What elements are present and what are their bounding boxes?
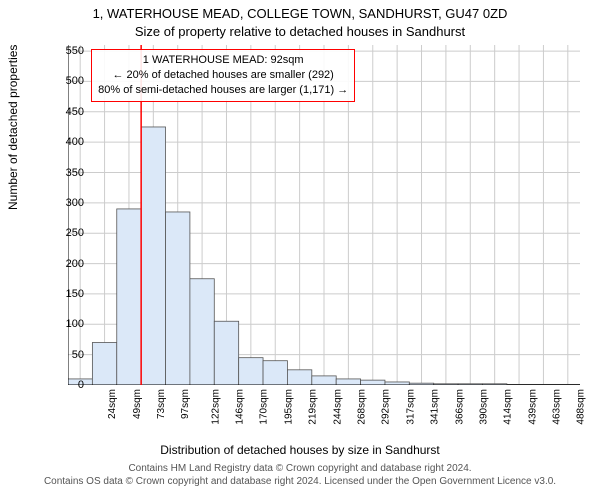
- x-tick: 390sqm: [478, 389, 489, 425]
- x-tick: 463sqm: [552, 389, 563, 425]
- annotation-box: 1 WATERHOUSE MEAD: 92sqm ← 20% of detach…: [91, 49, 355, 102]
- x-tick: 317sqm: [405, 389, 416, 425]
- x-tick: 439sqm: [527, 389, 538, 425]
- x-tick: 268sqm: [357, 389, 368, 425]
- annotation-line2: ← 20% of detached houses are smaller (29…: [98, 68, 348, 83]
- y-tick: 550: [66, 45, 84, 57]
- x-tick: 146sqm: [235, 389, 246, 425]
- annotation-line1: 1 WATERHOUSE MEAD: 92sqm: [98, 53, 348, 68]
- y-tick: 200: [66, 258, 84, 270]
- y-tick: 0: [78, 379, 84, 391]
- x-tick: 73sqm: [156, 389, 167, 419]
- x-tick: 366sqm: [454, 389, 465, 425]
- annotation-line3: 80% of semi-detached houses are larger (…: [98, 83, 348, 98]
- y-tick: 400: [66, 136, 84, 148]
- y-tick: 50: [72, 349, 84, 361]
- y-tick: 250: [66, 227, 84, 239]
- x-tick: 341sqm: [430, 389, 441, 425]
- y-tick: 350: [66, 167, 84, 179]
- x-axis-label: Distribution of detached houses by size …: [0, 443, 600, 457]
- y-tick: 300: [66, 197, 84, 209]
- x-tick: 244sqm: [332, 389, 343, 425]
- x-tick: 24sqm: [107, 389, 118, 419]
- y-tick: 100: [66, 318, 84, 330]
- y-tick: 450: [66, 106, 84, 118]
- x-tick: 122sqm: [210, 389, 221, 425]
- x-tick: 195sqm: [283, 389, 294, 425]
- chart-container: 1, WATERHOUSE MEAD, COLLEGE TOWN, SANDHU…: [0, 0, 600, 500]
- y-tick: 500: [66, 75, 84, 87]
- attribution: Contains HM Land Registry data © Crown c…: [0, 462, 600, 488]
- x-tick: 219sqm: [308, 389, 319, 425]
- attribution-line2: Contains OS data © Crown copyright and d…: [0, 475, 600, 488]
- x-tick: 170sqm: [259, 389, 270, 425]
- title-subtitle: Size of property relative to detached ho…: [0, 24, 600, 39]
- x-tick: 292sqm: [381, 389, 392, 425]
- y-axis-label: Number of detached properties: [6, 45, 20, 210]
- x-tick: 49sqm: [132, 389, 143, 419]
- attribution-line1: Contains HM Land Registry data © Crown c…: [0, 462, 600, 475]
- x-tick: 414sqm: [503, 389, 514, 425]
- y-tick: 150: [66, 288, 84, 300]
- x-tick: 488sqm: [576, 389, 587, 425]
- title-address: 1, WATERHOUSE MEAD, COLLEGE TOWN, SANDHU…: [0, 6, 600, 21]
- x-tick: 97sqm: [180, 389, 191, 419]
